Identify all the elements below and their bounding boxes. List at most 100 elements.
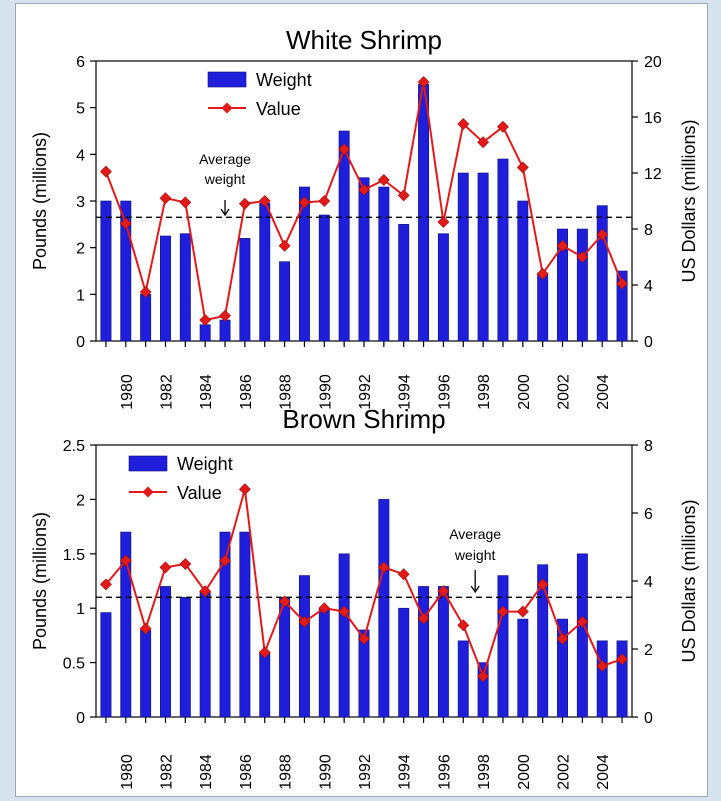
- value-marker: [596, 228, 609, 241]
- x-tick-label: 1996: [436, 374, 453, 410]
- weight-bar: [199, 591, 211, 718]
- value-marker: [437, 585, 450, 598]
- value-marker: [358, 183, 370, 196]
- weight-bar: [517, 200, 529, 342]
- value-marker: [318, 602, 331, 615]
- annotation-text-line: weight: [454, 547, 496, 563]
- chart-panel: Brown Shrimp 0 0.5 1 1.5 2 2.5 0 2 4 6 8 1980 1982 198…: [30, 404, 699, 790]
- y2-tick-label: 8: [644, 438, 653, 455]
- chart-title: White Shrimp: [286, 25, 442, 55]
- value-marker: [616, 277, 628, 290]
- value-marker: [377, 561, 390, 574]
- value-marker: [457, 619, 470, 632]
- value-marker: [199, 585, 212, 598]
- weight-bar: [140, 629, 152, 718]
- y2-tick-label: 6: [644, 506, 653, 523]
- weight-bar: [239, 238, 251, 342]
- y-tick-label: 0: [76, 710, 85, 727]
- value-marker: [119, 217, 132, 230]
- weight-bar: [318, 607, 330, 718]
- y-tick-label: 0.5: [63, 656, 85, 673]
- y2-tick-label: 0: [644, 334, 653, 351]
- y2-tick-label: 8: [644, 222, 653, 239]
- x-tick-label: 1994: [397, 754, 414, 790]
- value-marker: [338, 605, 351, 618]
- weight-bar: [398, 607, 410, 718]
- weight-bar: [279, 261, 291, 342]
- value-marker: [417, 76, 430, 88]
- weight-bar: [100, 200, 112, 342]
- y2-tick-label: 4: [644, 574, 653, 591]
- value-marker: [497, 120, 509, 133]
- weight-bar: [338, 130, 350, 342]
- x-tick-label: 1992: [357, 754, 374, 790]
- annotation-text-line: weight: [204, 171, 246, 187]
- x-tick-label: 2000: [516, 754, 533, 790]
- legend-value-marker: [221, 102, 233, 114]
- x-tick-label: 1998: [476, 754, 493, 790]
- annotation-arrow-head: [220, 208, 230, 217]
- y-tick-label: 0: [76, 334, 85, 351]
- value-marker: [338, 143, 351, 156]
- value-marker: [298, 196, 311, 209]
- figure-frame: White Shrimp 0 1 2 3 4 5 6 0 4 8 12 16 20 1980 1982 1984…: [15, 3, 708, 797]
- x-tick-label: 1986: [238, 754, 255, 790]
- weight-bar: [418, 586, 430, 718]
- x-tick-label: 1984: [198, 374, 215, 410]
- y-tick-label: 2.5: [63, 438, 85, 455]
- value-marker: [179, 558, 192, 570]
- y2-tick-label: 20: [644, 54, 662, 71]
- legend-weight-label: Weight: [177, 454, 233, 474]
- value-marker: [536, 578, 549, 591]
- x-tick-label: 2004: [595, 374, 612, 410]
- legend-weight-swatch: [128, 455, 168, 472]
- value-marker: [100, 165, 112, 178]
- value-marker: [556, 632, 569, 645]
- y2-tick-label: 2: [644, 642, 653, 659]
- legend-weight-label: Weight: [256, 70, 312, 90]
- y-axis-title: Pounds (millions): [30, 512, 50, 650]
- value-marker: [516, 605, 529, 618]
- x-tick-label: 2004: [595, 754, 612, 790]
- x-tick-label: 1990: [317, 754, 334, 790]
- value-marker: [119, 554, 132, 567]
- y2-axis-title: US Dollars (millions): [679, 119, 699, 282]
- value-marker: [238, 483, 251, 496]
- value-marker: [159, 192, 172, 205]
- legend-value-label: Value: [256, 99, 301, 119]
- value-marker: [536, 267, 549, 280]
- weight-bar: [378, 499, 390, 718]
- weight-bar: [437, 586, 449, 718]
- weight-bar: [160, 235, 171, 342]
- legend: Weight Value: [128, 454, 233, 503]
- weight-bar: [517, 618, 529, 718]
- weight-bar: [596, 205, 608, 342]
- weight-bar: [398, 224, 410, 342]
- x-tick-label: 1982: [158, 374, 175, 410]
- x-tick-label: 1980: [119, 754, 136, 790]
- weight-bar: [338, 553, 350, 718]
- value-marker: [576, 615, 589, 628]
- legend-value-label: Value: [177, 483, 222, 503]
- weight-bar: [418, 84, 430, 342]
- value-marker: [278, 595, 291, 608]
- y-tick-label: 4: [76, 147, 85, 164]
- weight-bar: [457, 640, 469, 718]
- y-tick-label: 3: [76, 194, 85, 211]
- value-marker: [139, 622, 152, 635]
- y2-tick-label: 16: [644, 110, 662, 127]
- value-marker: [298, 615, 311, 628]
- weight-bar: [596, 640, 608, 718]
- value-marker: [377, 174, 390, 186]
- x-tick-label: 1998: [476, 374, 493, 410]
- value-marker: [516, 161, 529, 174]
- x-tick-label: 1992: [357, 374, 374, 410]
- y2-tick-label: 0: [644, 710, 653, 727]
- value-marker: [397, 568, 410, 581]
- weight-bar: [279, 597, 291, 718]
- value-marker: [139, 286, 152, 298]
- x-tick-label: 1988: [278, 374, 295, 410]
- y2-tick-label: 4: [644, 278, 653, 295]
